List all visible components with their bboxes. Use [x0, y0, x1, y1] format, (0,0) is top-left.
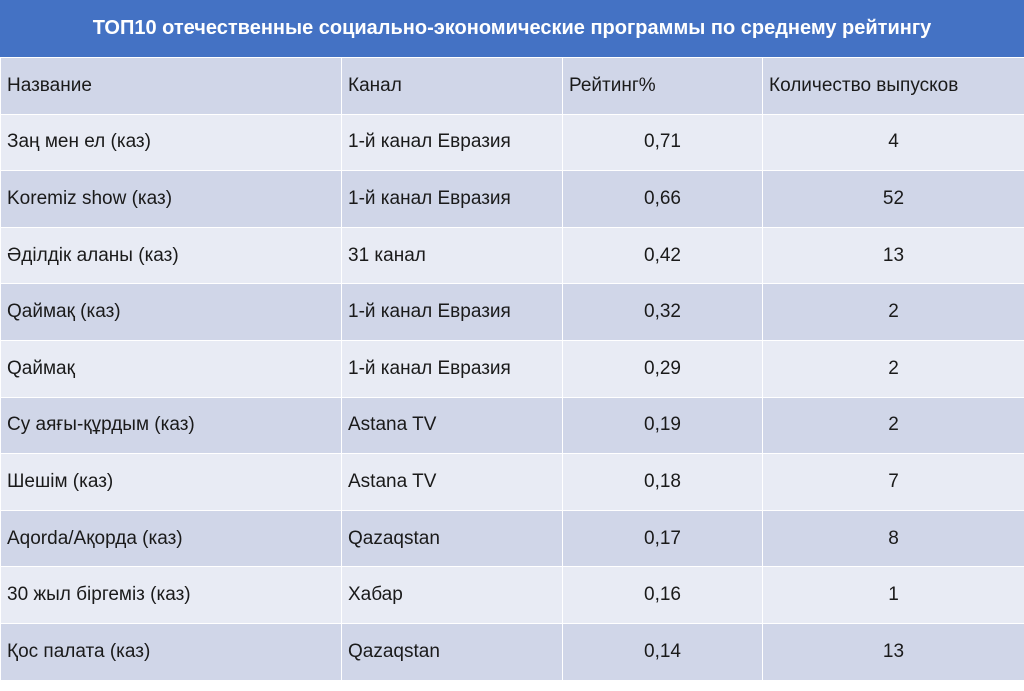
table-row: Шешім (каз) Astana TV 0,18 7 [0, 453, 1024, 511]
cell-channel: 31 канал [341, 226, 563, 285]
cell-episodes: 2 [762, 283, 1024, 341]
cell-episodes: 52 [762, 170, 1024, 228]
table-row: Заң мен ел (каз) 1-й канал Евразия 0,71 … [0, 113, 1024, 172]
column-header-channel: Канал [341, 57, 563, 115]
cell-program-name: Aqorda/Ақорда (каз) [0, 509, 342, 568]
table-row: Aqorda/Ақорда (каз) Qazaqstan 0,17 8 [0, 509, 1024, 568]
cell-program-name: Заң мен ел (каз) [0, 113, 342, 172]
cell-program-name: Қос палата (каз) [0, 622, 342, 681]
cell-channel: Astana TV [341, 453, 563, 511]
cell-channel: Astana TV [341, 396, 563, 455]
cell-program-name: Әділдік аланы (каз) [0, 226, 342, 285]
cell-episodes: 1 [762, 566, 1024, 624]
cell-rating: 0,17 [562, 509, 763, 568]
cell-program-name: Су аяғы-құрдым (каз) [0, 396, 342, 455]
cell-channel: 1-й канал Евразия [341, 339, 563, 398]
cell-episodes: 13 [762, 226, 1024, 285]
cell-program-name: Шешім (каз) [0, 453, 342, 511]
table-title: ТОП10 отечественные социально-экономичес… [0, 0, 1024, 57]
cell-program-name: Koremiz show (каз) [0, 170, 342, 228]
column-header-rating: Рейтинг% [562, 57, 763, 115]
cell-episodes: 13 [762, 622, 1024, 681]
table-row: Qаймақ (каз) 1-й канал Евразия 0,32 2 [0, 283, 1024, 341]
table-row: Әділдік аланы (каз) 31 канал 0,42 13 [0, 226, 1024, 285]
column-header-name: Название [0, 57, 342, 115]
cell-program-name: Qаймақ [0, 339, 342, 398]
table-row: Қос палата (каз) Qazaqstan 0,14 13 [0, 622, 1024, 681]
cell-channel: 1-й канал Евразия [341, 113, 563, 172]
cell-channel: Хабар [341, 566, 563, 624]
cell-rating: 0,14 [562, 622, 763, 681]
cell-channel: Qazaqstan [341, 509, 563, 568]
column-header-episodes: Количество выпусков [762, 57, 1024, 115]
cell-rating: 0,71 [562, 113, 763, 172]
cell-episodes: 7 [762, 453, 1024, 511]
cell-program-name: Qаймақ (каз) [0, 283, 342, 341]
cell-episodes: 8 [762, 509, 1024, 568]
cell-rating: 0,19 [562, 396, 763, 455]
cell-channel: 1-й канал Евразия [341, 283, 563, 341]
cell-rating: 0,32 [562, 283, 763, 341]
table-row: 30 жыл біргеміз (каз) Хабар 0,16 1 [0, 566, 1024, 624]
ratings-table: Название Канал Рейтинг% Количество выпус… [0, 57, 1024, 681]
cell-rating: 0,66 [562, 170, 763, 228]
cell-channel: 1-й канал Евразия [341, 170, 563, 228]
cell-program-name: 30 жыл біргеміз (каз) [0, 566, 342, 624]
cell-episodes: 4 [762, 113, 1024, 172]
cell-rating: 0,29 [562, 339, 763, 398]
cell-rating: 0,16 [562, 566, 763, 624]
cell-channel: Qazaqstan [341, 622, 563, 681]
cell-rating: 0,18 [562, 453, 763, 511]
cell-rating: 0,42 [562, 226, 763, 285]
table-row: Koremiz show (каз) 1-й канал Евразия 0,6… [0, 170, 1024, 228]
table-row: Су аяғы-құрдым (каз) Astana TV 0,19 2 [0, 396, 1024, 455]
table-row: Qаймақ 1-й канал Евразия 0,29 2 [0, 339, 1024, 398]
cell-episodes: 2 [762, 396, 1024, 455]
cell-episodes: 2 [762, 339, 1024, 398]
table-header-row: Название Канал Рейтинг% Количество выпус… [0, 57, 1024, 115]
